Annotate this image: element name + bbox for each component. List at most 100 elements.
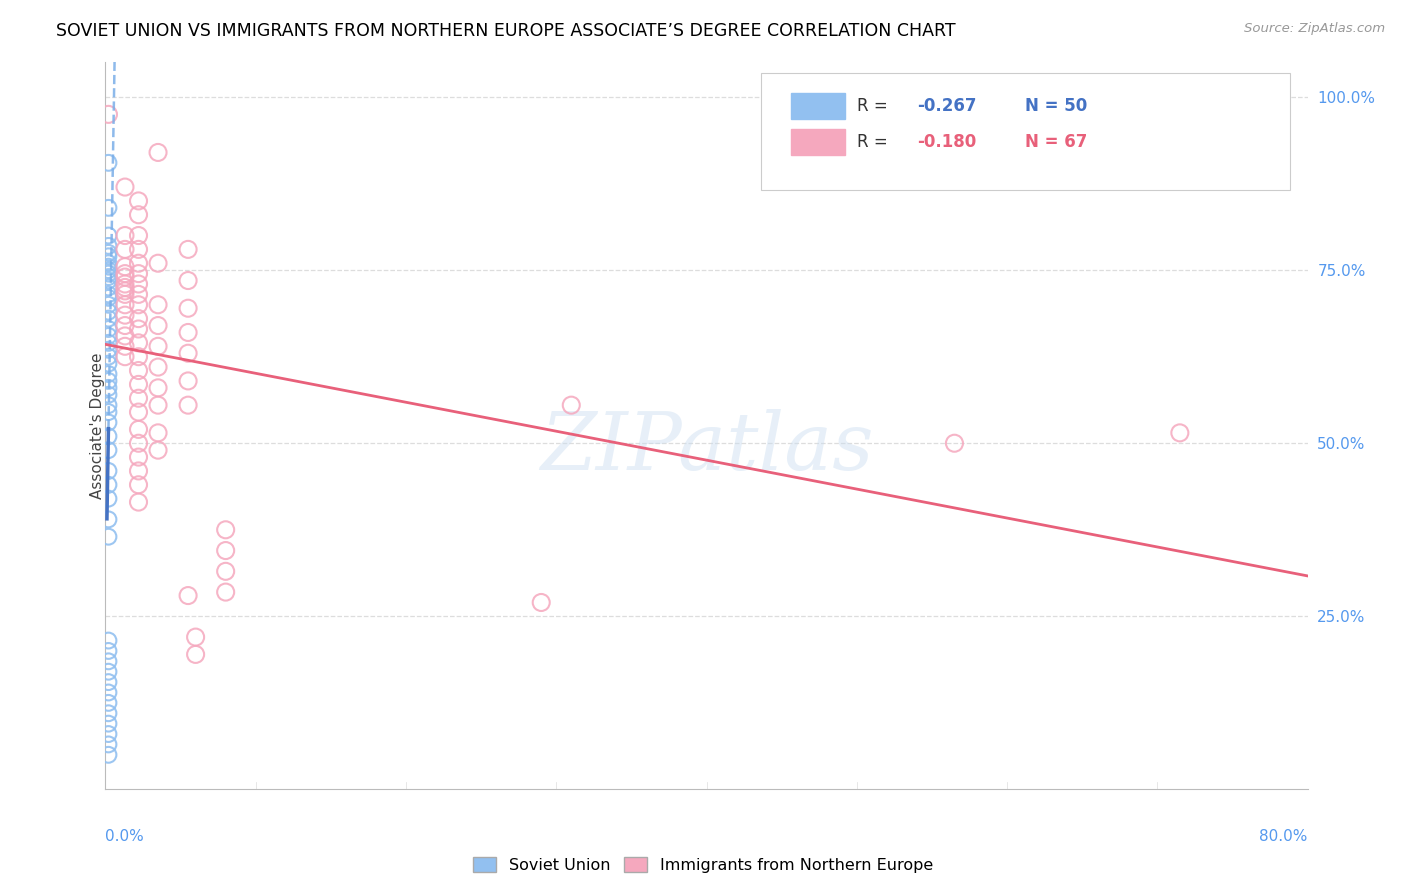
Point <box>1168 425 1191 440</box>
Point <box>97 738 120 752</box>
Point <box>128 422 150 436</box>
Point <box>114 287 136 301</box>
Point <box>177 243 200 257</box>
Point <box>177 589 200 603</box>
Point <box>97 512 120 526</box>
FancyBboxPatch shape <box>790 93 845 120</box>
Point <box>97 696 120 710</box>
Text: -0.180: -0.180 <box>917 134 976 152</box>
Point <box>97 239 120 253</box>
Point <box>128 194 150 208</box>
Point <box>97 280 120 294</box>
Point <box>114 350 136 364</box>
Point <box>97 381 120 395</box>
Point <box>146 256 169 270</box>
Legend: Soviet Union, Immigrants from Northern Europe: Soviet Union, Immigrants from Northern E… <box>467 851 939 880</box>
Text: 0.0%: 0.0% <box>105 830 145 845</box>
Point <box>97 367 120 381</box>
Text: N = 50: N = 50 <box>1025 97 1087 115</box>
Point <box>97 644 120 658</box>
Point <box>97 322 120 336</box>
Point <box>128 391 150 405</box>
Point <box>530 595 553 609</box>
Point <box>114 308 136 322</box>
Point <box>128 277 150 291</box>
Point <box>128 208 150 222</box>
Point <box>97 491 120 506</box>
Point <box>146 318 169 333</box>
Text: ZIPatlas: ZIPatlas <box>540 409 873 486</box>
Point <box>128 495 150 509</box>
Point <box>177 346 200 360</box>
Point <box>97 633 120 648</box>
Text: SOVIET UNION VS IMMIGRANTS FROM NORTHERN EUROPE ASSOCIATE’S DEGREE CORRELATION C: SOVIET UNION VS IMMIGRANTS FROM NORTHERN… <box>56 22 956 40</box>
Point <box>560 398 582 412</box>
Point <box>128 243 150 257</box>
Point <box>146 339 169 353</box>
Point <box>97 270 120 285</box>
Point <box>214 523 236 537</box>
Point <box>128 311 150 326</box>
Point <box>97 706 120 721</box>
Point <box>97 357 120 371</box>
Point <box>97 304 120 318</box>
FancyBboxPatch shape <box>761 73 1289 190</box>
Point <box>146 425 169 440</box>
Point <box>214 543 236 558</box>
Point <box>146 360 169 375</box>
Point <box>177 398 200 412</box>
Point <box>97 416 120 430</box>
Point <box>97 201 120 215</box>
Text: N = 67: N = 67 <box>1025 134 1087 152</box>
Point <box>128 298 150 312</box>
Point <box>97 685 120 699</box>
Point <box>97 443 120 458</box>
Point <box>97 287 120 301</box>
Point <box>128 256 150 270</box>
Point <box>128 436 150 450</box>
Point <box>97 429 120 443</box>
Point <box>97 388 120 402</box>
Point <box>146 398 169 412</box>
Point <box>97 477 120 491</box>
Point <box>97 747 120 762</box>
Point <box>97 298 120 312</box>
Point <box>146 443 169 458</box>
FancyBboxPatch shape <box>790 129 845 155</box>
Point <box>128 335 150 350</box>
Point <box>184 630 207 644</box>
Point <box>97 405 120 419</box>
Point <box>97 228 120 243</box>
Point <box>97 654 120 668</box>
Point <box>128 405 150 419</box>
Point <box>97 156 120 170</box>
Point <box>97 343 120 357</box>
Point <box>177 374 200 388</box>
Point <box>97 256 120 270</box>
Point <box>184 648 207 662</box>
Point <box>114 329 136 343</box>
Point <box>128 228 150 243</box>
Text: R =: R = <box>856 134 893 152</box>
Point <box>97 291 120 305</box>
Point <box>97 350 120 364</box>
Point <box>114 318 136 333</box>
Point <box>97 267 120 281</box>
Point <box>114 180 136 194</box>
Y-axis label: Associate's Degree: Associate's Degree <box>90 352 104 500</box>
Point <box>97 398 120 412</box>
Point <box>128 287 150 301</box>
Point <box>97 727 120 741</box>
Point <box>146 298 169 312</box>
Point <box>114 270 136 285</box>
Point <box>97 464 120 478</box>
Point <box>114 339 136 353</box>
Point <box>214 585 236 599</box>
Point <box>97 274 120 288</box>
Point <box>177 301 200 316</box>
Point <box>128 377 150 392</box>
Point <box>114 284 136 298</box>
Text: R =: R = <box>856 97 893 115</box>
Point <box>97 263 120 277</box>
Point <box>128 477 150 491</box>
